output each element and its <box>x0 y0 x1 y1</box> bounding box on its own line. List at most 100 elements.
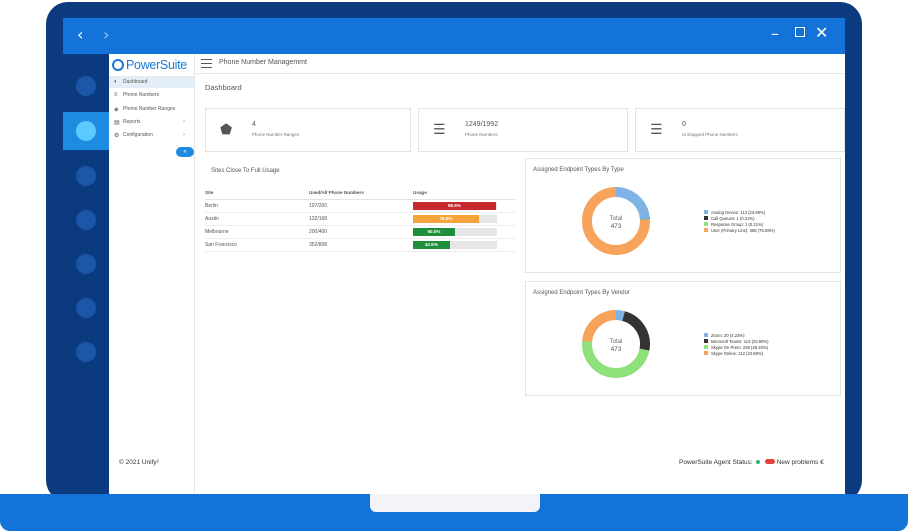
legend-swatch <box>704 228 708 232</box>
legend-swatch <box>704 216 708 220</box>
donut-segment[interactable] <box>582 310 617 343</box>
legend-swatch <box>704 351 708 355</box>
legend-swatch <box>704 345 708 349</box>
site-cell: Melbourne <box>205 225 309 239</box>
sidebar-item-label: Phone Number Ranges <box>123 106 176 112</box>
table-row[interactable]: Melbourne 200/400 50.0% <box>205 225 515 239</box>
chart-card-by-type: Assigned Endpoint Types By Type Total 473… <box>525 158 841 273</box>
rail-app-3[interactable] <box>76 166 96 186</box>
usage-bar-fill: 50.0% <box>413 227 455 236</box>
usage-bar: 78.6% <box>413 214 497 223</box>
column-header-site: Site <box>205 187 309 200</box>
sidebar-item-dashboard[interactable]: ◐ Dashboard <box>109 76 195 88</box>
usage-cell: 98.5% <box>413 199 515 213</box>
chevron-right-icon: › <box>183 119 185 125</box>
stat-label: Phone Number Ranges <box>252 132 300 137</box>
donut-segment[interactable] <box>615 187 650 220</box>
donut-segment[interactable] <box>615 310 625 321</box>
problems-badge <box>764 459 775 465</box>
stat-label: Unmapped Phone Numbers <box>682 132 738 137</box>
usage-bar: 43.5% <box>413 240 497 249</box>
minimize-icon[interactable]: – <box>771 24 779 43</box>
legend-item[interactable]: Skype Online: 112 (23.68%) <box>704 350 769 356</box>
donut-segment[interactable] <box>621 311 650 351</box>
legend-label: Zoom: 20 (4.23%) <box>711 332 745 338</box>
legend-swatch <box>704 222 708 226</box>
layers-icon: ◈ <box>114 106 119 113</box>
logo: PowerSuite <box>112 58 187 72</box>
copyright-text: © 2021 Unify² <box>119 459 159 466</box>
legend-swatch <box>704 210 708 214</box>
stat-value: 0 <box>682 121 686 128</box>
chart-card-by-vendor: Assigned Endpoint Types By Vendor Total 4… <box>525 281 841 396</box>
rail-app-7[interactable] <box>76 342 96 362</box>
donut-chart-type: Total 473 <box>580 185 652 262</box>
used-cell: 132/168 <box>309 212 413 226</box>
used-cell: 200/400 <box>309 225 413 239</box>
chart-title: Assigned Endpoint Types By Vendor <box>533 290 630 296</box>
sidebar-item-phone-numbers[interactable]: ≡ Phone Numbers <box>109 89 195 101</box>
usage-bar: 98.5% <box>413 201 497 210</box>
donut-segment[interactable] <box>582 187 650 255</box>
rail-app-6[interactable] <box>76 298 96 318</box>
rail-app-active[interactable] <box>63 112 109 150</box>
logo-text: PowerSuite <box>126 58 187 72</box>
stat-label: Phone Numbers <box>465 132 498 137</box>
rail-app-4[interactable] <box>76 210 96 230</box>
column-header-used: Used/All Phone Numbers <box>309 187 413 200</box>
legend-label: Analog Device: 113 (23.89%) <box>711 209 766 215</box>
hamburger-menu-icon[interactable] <box>201 59 212 68</box>
chart-legend: Zoom: 20 (4.23%) Microsoft Teams: 113 (23… <box>704 332 769 356</box>
stat-card-ranges[interactable]: ⬟ 4 Phone Number Ranges <box>205 108 411 152</box>
sidebar: PowerSuite ◐ Dashboard ≡ Phone Numbers ◈… <box>109 54 195 494</box>
legend-item[interactable]: Microsoft Teams: 113 (23.89%) <box>704 338 769 344</box>
donut-segment[interactable] <box>582 341 650 378</box>
legend-label: Response Group: 1 (0.21%) <box>711 221 764 227</box>
sidebar-item-configuration[interactable]: ⚙ Configuration › <box>109 129 195 141</box>
agent-status[interactable]: PowerSuite Agent Status: New problems € <box>679 459 824 466</box>
legend-label: Call Queues: 1 (0.21%) <box>711 215 755 221</box>
table-row[interactable]: Austin 132/168 78.6% <box>205 212 515 226</box>
legend-item[interactable]: Skype On Prem: 228 (48.20%) <box>704 344 769 350</box>
back-arrow-icon[interactable]: ‹ <box>77 25 84 44</box>
legend-item[interactable]: Zoom: 20 (4.23%) <box>704 332 769 338</box>
sites-table: Site Used/All Phone Numbers Usage Berlin… <box>205 187 515 252</box>
legend-item[interactable]: Analog Device: 113 (23.89%) <box>704 209 775 215</box>
list-icon: ☰ <box>433 122 446 138</box>
maximize-icon[interactable] <box>795 27 805 37</box>
rail-app-1[interactable] <box>76 76 96 96</box>
donut-center-label: Total <box>610 339 623 345</box>
sidebar-item-label: Dashboard <box>123 79 148 85</box>
topbar-title: Phone Number Managemmt <box>219 59 307 66</box>
list-icon: ≡ <box>114 92 118 98</box>
chevron-right-icon: › <box>183 132 185 138</box>
page-title: Dashboard <box>205 83 242 92</box>
used-cell: 197/200 <box>309 199 413 213</box>
legend-item[interactable]: Response Group: 1 (0.21%) <box>704 221 775 227</box>
legend-label: Skype On Prem: 228 (48.20%) <box>711 344 769 350</box>
sidebar-item-label: Reports <box>123 119 141 125</box>
table-row[interactable]: San Francisco 352/808 43.5% <box>205 238 515 252</box>
forward-arrow-icon[interactable]: › <box>103 25 110 44</box>
donut-chart-vendor: Total 473 <box>580 308 652 385</box>
sidebar-item-phone-number-ranges[interactable]: ◈ Phone Number Ranges <box>109 103 195 115</box>
legend-label: Microsoft Teams: 113 (23.89%) <box>711 338 769 344</box>
usage-bar-fill: 98.5% <box>413 201 496 210</box>
usage-cell: 78.6% <box>413 212 515 226</box>
agent-status-label: PowerSuite Agent Status: <box>679 459 753 466</box>
legend-item[interactable]: User (Primary Line): 358 (75.69%) <box>704 227 775 233</box>
stat-card-unmapped[interactable]: ☰ 0 Unmapped Phone Numbers <box>635 108 845 152</box>
stat-card-phone-numbers[interactable]: ☰ 1249/1992 Phone Numbers <box>418 108 628 152</box>
close-icon[interactable]: ✕ <box>815 23 829 42</box>
rail-app-2[interactable] <box>76 121 96 141</box>
legend-label: Skype Online: 112 (23.68%) <box>711 350 764 356</box>
collapse-sidebar-button[interactable]: « <box>176 147 194 157</box>
legend-item[interactable]: Call Queues: 1 (0.21%) <box>704 215 775 221</box>
table-row[interactable]: Berlin 197/200 98.5% <box>205 199 515 213</box>
sidebar-item-reports[interactable]: ▤ Reports › <box>109 116 195 128</box>
rail-app-5[interactable] <box>76 254 96 274</box>
laptop-notch <box>370 494 540 512</box>
status-ok-icon <box>755 459 760 464</box>
